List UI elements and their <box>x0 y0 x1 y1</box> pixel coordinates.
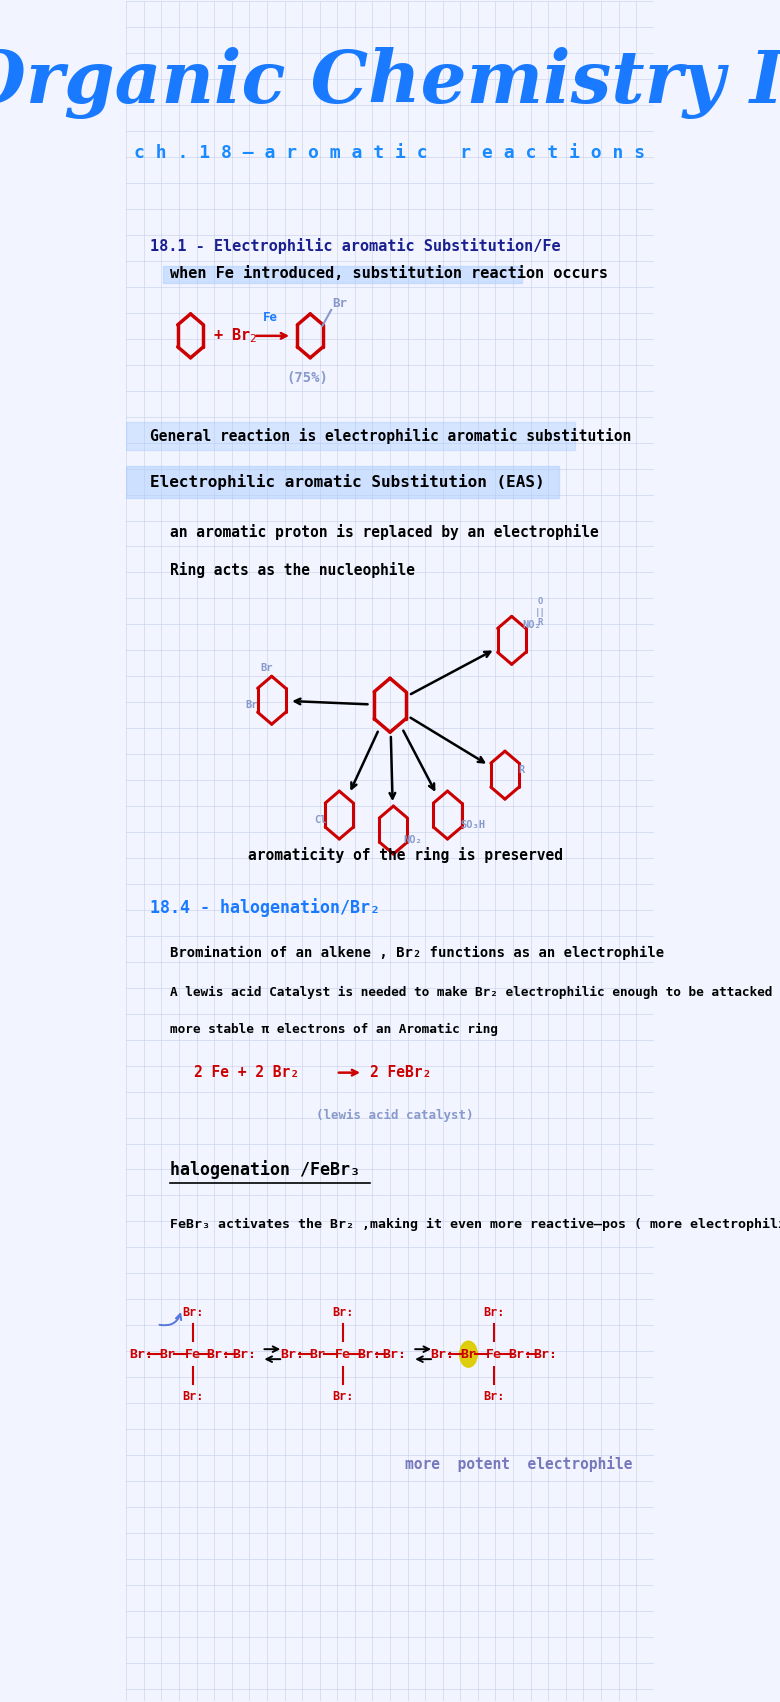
Text: an aromatic proton is replaced by an electrophile: an aromatic proton is replaced by an ele… <box>170 524 599 540</box>
Text: Fe: Fe <box>263 311 278 325</box>
Text: Br:: Br: <box>484 1389 505 1402</box>
Text: NO₂: NO₂ <box>403 836 422 844</box>
Text: FeBr₃ activates the Br₂ ,making it even more reactive—pos ( more electrophilic ): FeBr₃ activates the Br₂ ,making it even … <box>170 1219 780 1231</box>
Text: NO₂: NO₂ <box>523 620 541 630</box>
Text: Br:: Br: <box>332 1305 354 1319</box>
Text: 18.4 - halogenation/Br₂: 18.4 - halogenation/Br₂ <box>150 899 380 917</box>
Text: Br: Br <box>310 1348 326 1360</box>
Text: 18.1 - Electrophilic aromatic Substitution/Fe: 18.1 - Electrophilic aromatic Substituti… <box>150 238 561 254</box>
Text: A lewis acid Catalyst is needed to make Br₂ electrophilic enough to be attacked : A lewis acid Catalyst is needed to make … <box>170 985 780 999</box>
Text: Fe: Fe <box>185 1348 200 1360</box>
Text: Br:: Br: <box>484 1305 505 1319</box>
Text: Electrophilic aromatic Substitution (EAS): Electrophilic aromatic Substitution (EAS… <box>150 473 544 490</box>
Text: Br:: Br: <box>357 1348 381 1360</box>
Text: (75%): (75%) <box>286 371 328 385</box>
Text: 2 FeBr₂: 2 FeBr₂ <box>370 1065 431 1081</box>
Text: Br:: Br: <box>206 1348 230 1360</box>
Text: halogenation /FeBr₃: halogenation /FeBr₃ <box>170 1161 360 1179</box>
Text: Br: Br <box>332 298 347 310</box>
Circle shape <box>459 1341 477 1367</box>
Text: Br:: Br: <box>508 1348 532 1360</box>
Text: Br:: Br: <box>534 1348 558 1360</box>
Text: (lewis acid catalyst): (lewis acid catalyst) <box>316 1110 473 1122</box>
Text: Br: Br <box>260 664 272 674</box>
Text: Fe: Fe <box>486 1348 502 1360</box>
Text: Ring acts as the nucleophile: Ring acts as the nucleophile <box>170 562 415 579</box>
Text: Organic Chemistry II: Organic Chemistry II <box>0 48 780 119</box>
Text: aromaticity of the ring is preserved: aromaticity of the ring is preserved <box>248 848 563 863</box>
Text: Br: Br <box>159 1348 175 1360</box>
Text: more  potent  electrophile: more potent electrophile <box>405 1455 633 1472</box>
Text: Br:: Br: <box>232 1348 256 1360</box>
Bar <box>126 466 558 497</box>
Text: Br:: Br: <box>332 1389 354 1402</box>
Text: Br:: Br: <box>129 1348 153 1360</box>
Text: Cl: Cl <box>314 815 327 825</box>
Text: Br:: Br: <box>383 1348 406 1360</box>
Text: more stable π electrons of an Aromatic ring: more stable π electrons of an Aromatic r… <box>170 1023 498 1037</box>
Text: Br: Br <box>460 1348 477 1360</box>
Text: Br:: Br: <box>431 1348 455 1360</box>
Text: Br: Br <box>245 700 257 710</box>
Text: Bromination of an alkene , Br₂ functions as an electrophile: Bromination of an alkene , Br₂ functions… <box>170 946 665 960</box>
Text: when Fe introduced, substitution reaction occurs: when Fe introduced, substitution reactio… <box>170 267 608 281</box>
Text: c h . 1 8 — a r o m a t i c   r e a c t i o n s: c h . 1 8 — a r o m a t i c r e a c t i … <box>134 145 646 162</box>
Text: Br:: Br: <box>182 1305 204 1319</box>
Text: General reaction is electrophilic aromatic substitution: General reaction is electrophilic aromat… <box>150 427 631 444</box>
Text: 2 Fe + 2 Br₂: 2 Fe + 2 Br₂ <box>194 1065 299 1081</box>
Text: Fe: Fe <box>335 1348 351 1360</box>
Bar <box>126 422 575 449</box>
Text: Br:: Br: <box>280 1348 304 1360</box>
Text: Br:: Br: <box>182 1389 204 1402</box>
Bar <box>163 266 522 283</box>
Text: R: R <box>519 766 525 774</box>
Text: SO₃H: SO₃H <box>461 820 486 831</box>
Text: + Br$_2$: + Br$_2$ <box>213 327 257 346</box>
Text: O
||
R: O || R <box>535 597 545 628</box>
